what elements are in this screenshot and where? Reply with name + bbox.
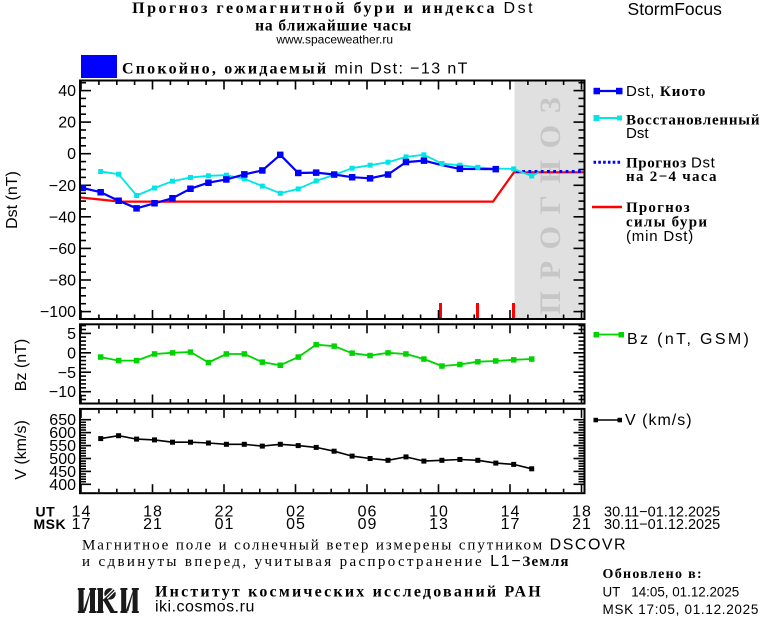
svg-text:силы бури: силы бури [626,215,708,231]
svg-text:0: 0 [67,345,76,362]
svg-text:Спокойно, ожидаемый min Dst: −: Спокойно, ожидаемый min Dst: −13 nT [122,61,469,78]
svg-text:StormFocus: StormFocus [628,0,723,19]
svg-text:Магнитное поле и солнечный вет: Магнитное поле и солнечный ветер измерен… [82,537,627,554]
svg-text:Dst: Dst [626,125,649,142]
svg-text:10: 10 [429,504,449,521]
svg-text:UT: UT [36,504,56,520]
svg-text:Институт космических исследова: Институт космических исследований РАН [155,584,543,601]
svg-text:Dst (nT): Dst (nT) [4,171,21,229]
svg-text:17: 17 [501,516,521,533]
svg-text:20: 20 [58,115,76,132]
svg-text:09: 09 [358,516,378,533]
svg-text:UT 14:05, 01.12.2025: UT 14:05, 01.12.2025 [603,585,740,600]
svg-text:iki.cosmos.ru: iki.cosmos.ru [155,599,255,616]
svg-text:Восстановленный: Восстановленный [626,113,760,129]
svg-text:−10: −10 [49,384,76,401]
svg-text:18: 18 [572,504,592,521]
svg-text:30.11−01.12.2025: 30.11−01.12.2025 [604,505,720,521]
svg-text:600: 600 [49,425,76,442]
svg-text:Dst, Киото: Dst, Киото [626,83,706,100]
svg-text:(min Dst): (min Dst) [626,228,694,245]
svg-text:и сдвинуты вперед, учитывая ра: и сдвинуты вперед, учитывая распростране… [82,553,570,570]
svg-text:14: 14 [501,504,521,521]
svg-text:MSK: MSK [34,516,67,532]
svg-text:22: 22 [215,504,235,521]
svg-text:14: 14 [72,504,92,521]
svg-text:30.11−01.12.2025: 30.11−01.12.2025 [604,517,720,533]
svg-text:www.spaceweather.ru: www.spaceweather.ru [275,33,393,47]
svg-text:13: 13 [429,516,449,533]
svg-text:на 2−4 часа: на 2−4 часа [626,169,718,185]
svg-text:02: 02 [286,504,306,521]
svg-text:−20: −20 [49,178,76,195]
svg-text:−40: −40 [49,209,76,226]
svg-text:на ближайшие часы: на ближайшие часы [255,18,412,35]
svg-text:0: 0 [67,146,76,163]
svg-text:V (km/s): V (km/s) [625,412,693,429]
svg-text:500: 500 [49,451,76,468]
svg-text:5: 5 [67,326,76,343]
svg-text:21: 21 [572,516,592,533]
svg-text:06: 06 [358,504,378,521]
svg-text:01: 01 [215,516,235,533]
svg-text:−100: −100 [40,304,76,321]
svg-text:550: 550 [49,438,76,455]
svg-text:450: 450 [49,464,76,481]
svg-text:V (km/s): V (km/s) [13,420,30,480]
svg-text:40: 40 [58,83,76,100]
svg-text:Bz (nT): Bz (nT) [13,339,30,391]
svg-text:18: 18 [143,504,163,521]
svg-text:Прогноз: Прогноз [626,200,691,216]
svg-text:Прогноз Dst: Прогноз Dst [626,155,716,172]
svg-text:21: 21 [143,516,163,533]
svg-text:Прогноз геомагнитной бури и ин: Прогноз геомагнитной бури и индекса Dst [132,0,535,17]
svg-text:ПРОГНОЗ: ПРОГНОЗ [534,85,567,314]
svg-text:−60: −60 [49,241,76,258]
svg-text:05: 05 [286,516,306,533]
svg-text:650: 650 [49,412,76,429]
svg-text:−80: −80 [49,273,76,290]
svg-text:−5: −5 [58,365,76,382]
svg-text:17: 17 [72,516,92,533]
svg-text:Bz (nT, GSM): Bz (nT, GSM) [627,331,751,348]
svg-text:Обновлено в:: Обновлено в: [603,567,703,582]
svg-text:MSK 17:05, 01.12.2025: MSK 17:05, 01.12.2025 [603,602,760,617]
svg-text:400: 400 [49,477,76,494]
